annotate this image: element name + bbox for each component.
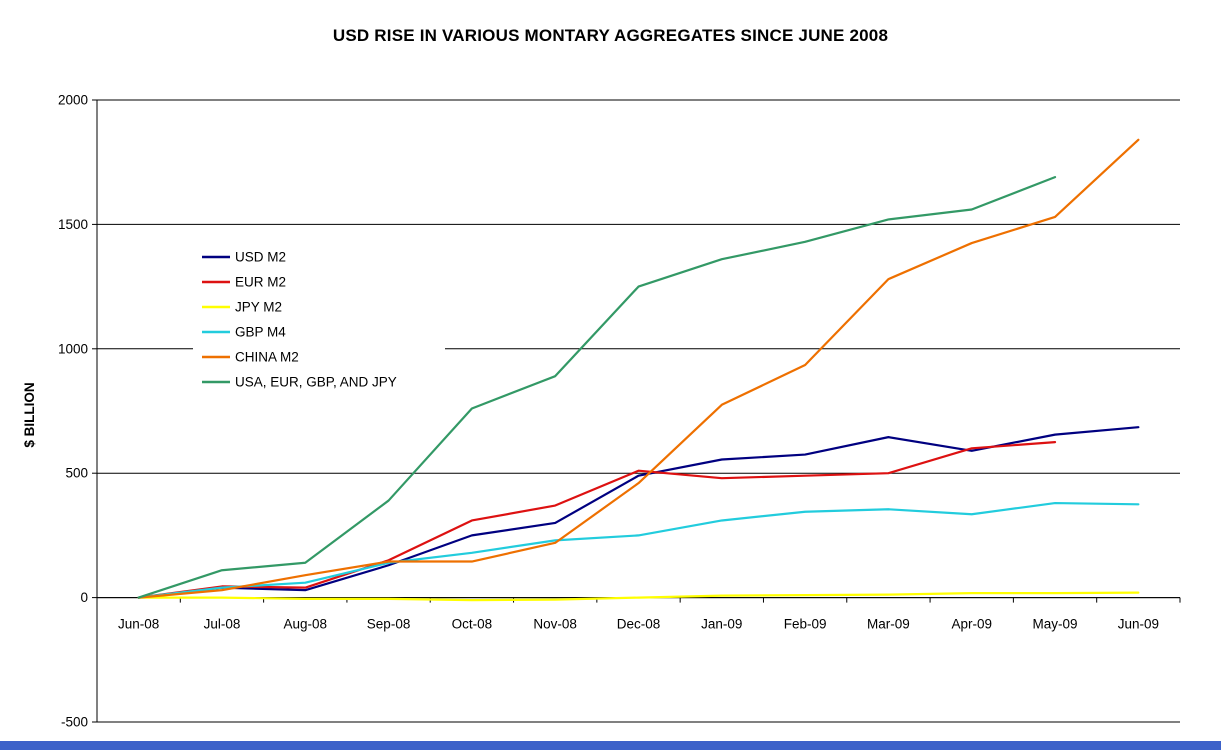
series-line-jpy-m2 — [137, 591, 1140, 602]
x-tick-label: Oct-08 — [452, 617, 493, 632]
y-tick-label: 500 — [65, 466, 88, 481]
window-bottom-edge — [0, 741, 1221, 750]
y-tick-label: 1000 — [58, 341, 88, 356]
x-tick-label: Jun-09 — [1118, 617, 1159, 632]
x-tick-label: May-09 — [1033, 617, 1078, 632]
x-tick-label: Sep-08 — [367, 617, 411, 632]
y-tick-label: 2000 — [58, 93, 88, 108]
series-line-gbp-m4 — [137, 501, 1140, 599]
legend-label-usd-m2: USD M2 — [235, 250, 286, 265]
x-tick-label: Jun-08 — [118, 617, 159, 632]
x-tick-label: Dec-08 — [617, 617, 661, 632]
y-tick-label: -500 — [61, 715, 88, 730]
x-tick-label: Aug-08 — [283, 617, 327, 632]
legend-label-jpy-m2: JPY M2 — [235, 300, 282, 315]
x-tick-label: Jan-09 — [701, 617, 742, 632]
series-line-eur-m2 — [137, 441, 1057, 599]
legend-label-china-m2: CHINA M2 — [235, 350, 299, 365]
x-tick-label: Mar-09 — [867, 617, 910, 632]
x-tick-label: Nov-08 — [533, 617, 577, 632]
series-line-usa-eur-gbp-and-jpy — [137, 176, 1057, 599]
legend-label-usa-eur-gbp-and-jpy: USA, EUR, GBP, AND JPY — [235, 375, 397, 390]
y-axis-title: $ BILLION — [22, 382, 37, 447]
y-tick-label: 0 — [80, 590, 88, 605]
y-tick-label: 1500 — [58, 217, 88, 232]
legend-label-eur-m2: EUR M2 — [235, 275, 286, 290]
legend-box — [193, 239, 445, 397]
series-line-china-m2 — [137, 138, 1140, 599]
x-tick-label: Apr-09 — [951, 617, 992, 632]
x-tick-label: Jul-08 — [204, 617, 241, 632]
series-line-usd-m2 — [137, 426, 1140, 599]
chart-title: USD RISE IN VARIOUS MONTARY AGGREGATES S… — [332, 26, 889, 45]
legend-label-gbp-m4: GBP M4 — [235, 325, 286, 340]
x-tick-label: Feb-09 — [784, 617, 827, 632]
